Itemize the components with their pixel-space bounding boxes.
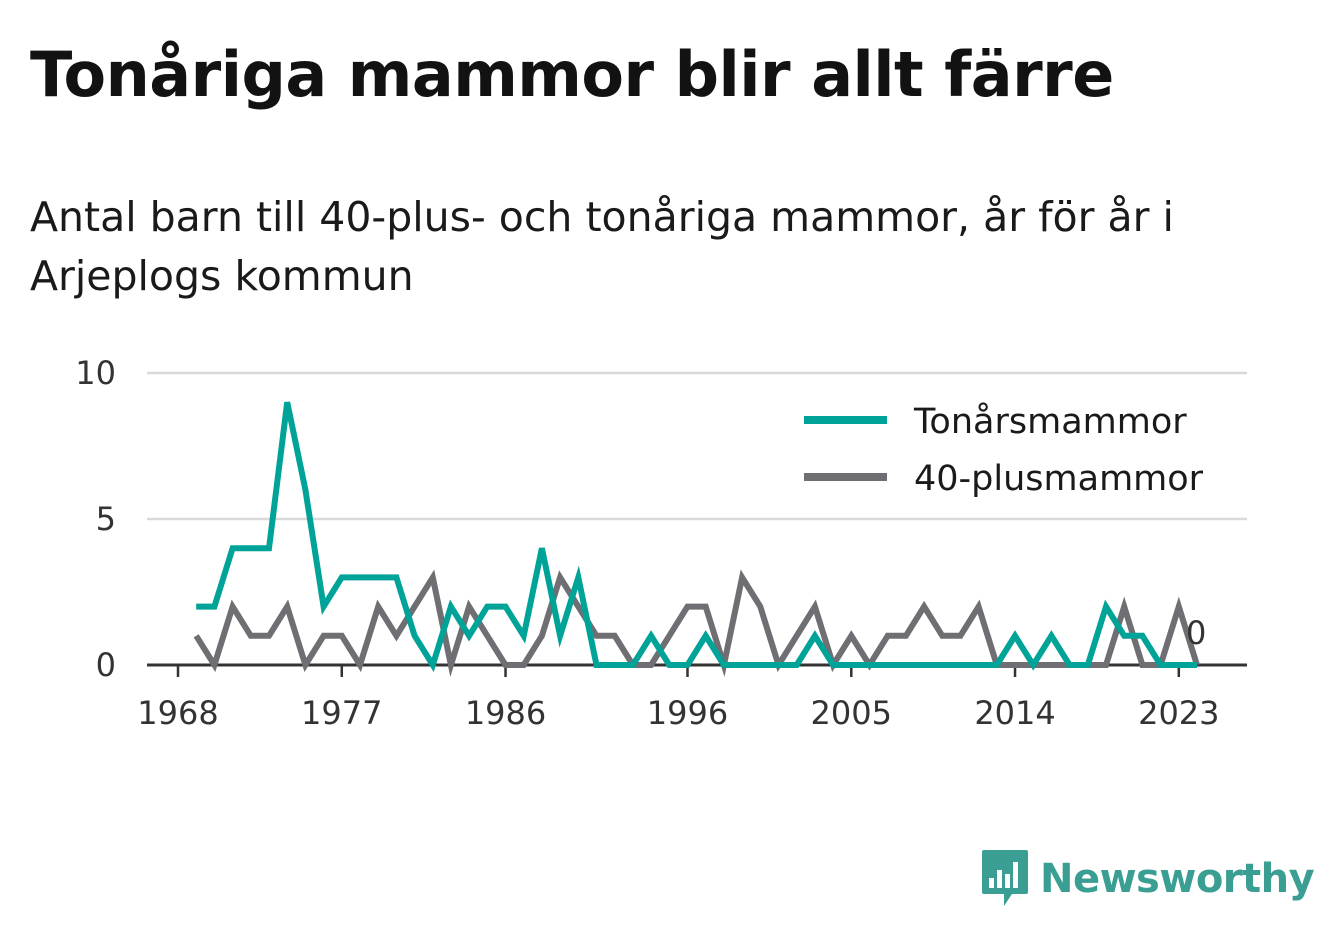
chart-subtitle: Antal barn till 40-plus- och tonåriga ma…	[30, 193, 1174, 300]
x-tick-label: 2014	[974, 694, 1055, 732]
x-tick-label: 1977	[301, 694, 382, 732]
legend: Tonårsmammor 40-plusmammor	[804, 401, 1204, 499]
x-tick-label: 1996	[647, 694, 728, 732]
legend-label: Tonårsmammor	[913, 401, 1187, 442]
x-tick-label: 2023	[1138, 694, 1219, 732]
x-tick-label: 1986	[465, 694, 546, 732]
series-line-tonarsmammor	[196, 401, 1197, 673]
logo-text: Newsworthy	[1040, 856, 1315, 902]
series-lines	[193, 401, 1200, 677]
x-tick-label: 2005	[811, 694, 892, 732]
end-value-label: 0	[1186, 614, 1206, 652]
newsworthy-bar-chart-icon	[982, 850, 1028, 906]
y-tick-label: 0	[96, 646, 116, 684]
line-chart: 0 5 10 1968 1977 1986 1996 2005 2014 2023 Tonårs…	[75, 354, 1247, 732]
y-tick-label: 5	[96, 500, 116, 538]
x-tick-label: 1968	[137, 694, 218, 732]
legend-label: 40-plusmammor	[914, 459, 1204, 499]
y-tick-label: 10	[75, 354, 116, 392]
chart-title: Tonåriga mammor blir allt färre	[30, 38, 1114, 111]
y-axis-ticks: 0 5 10	[75, 354, 116, 684]
newsworthy-logo: Newsworthy	[980, 848, 1315, 910]
x-axis-ticks: 1968 1977 1986 1996 2005 2014 2023	[137, 665, 1220, 732]
